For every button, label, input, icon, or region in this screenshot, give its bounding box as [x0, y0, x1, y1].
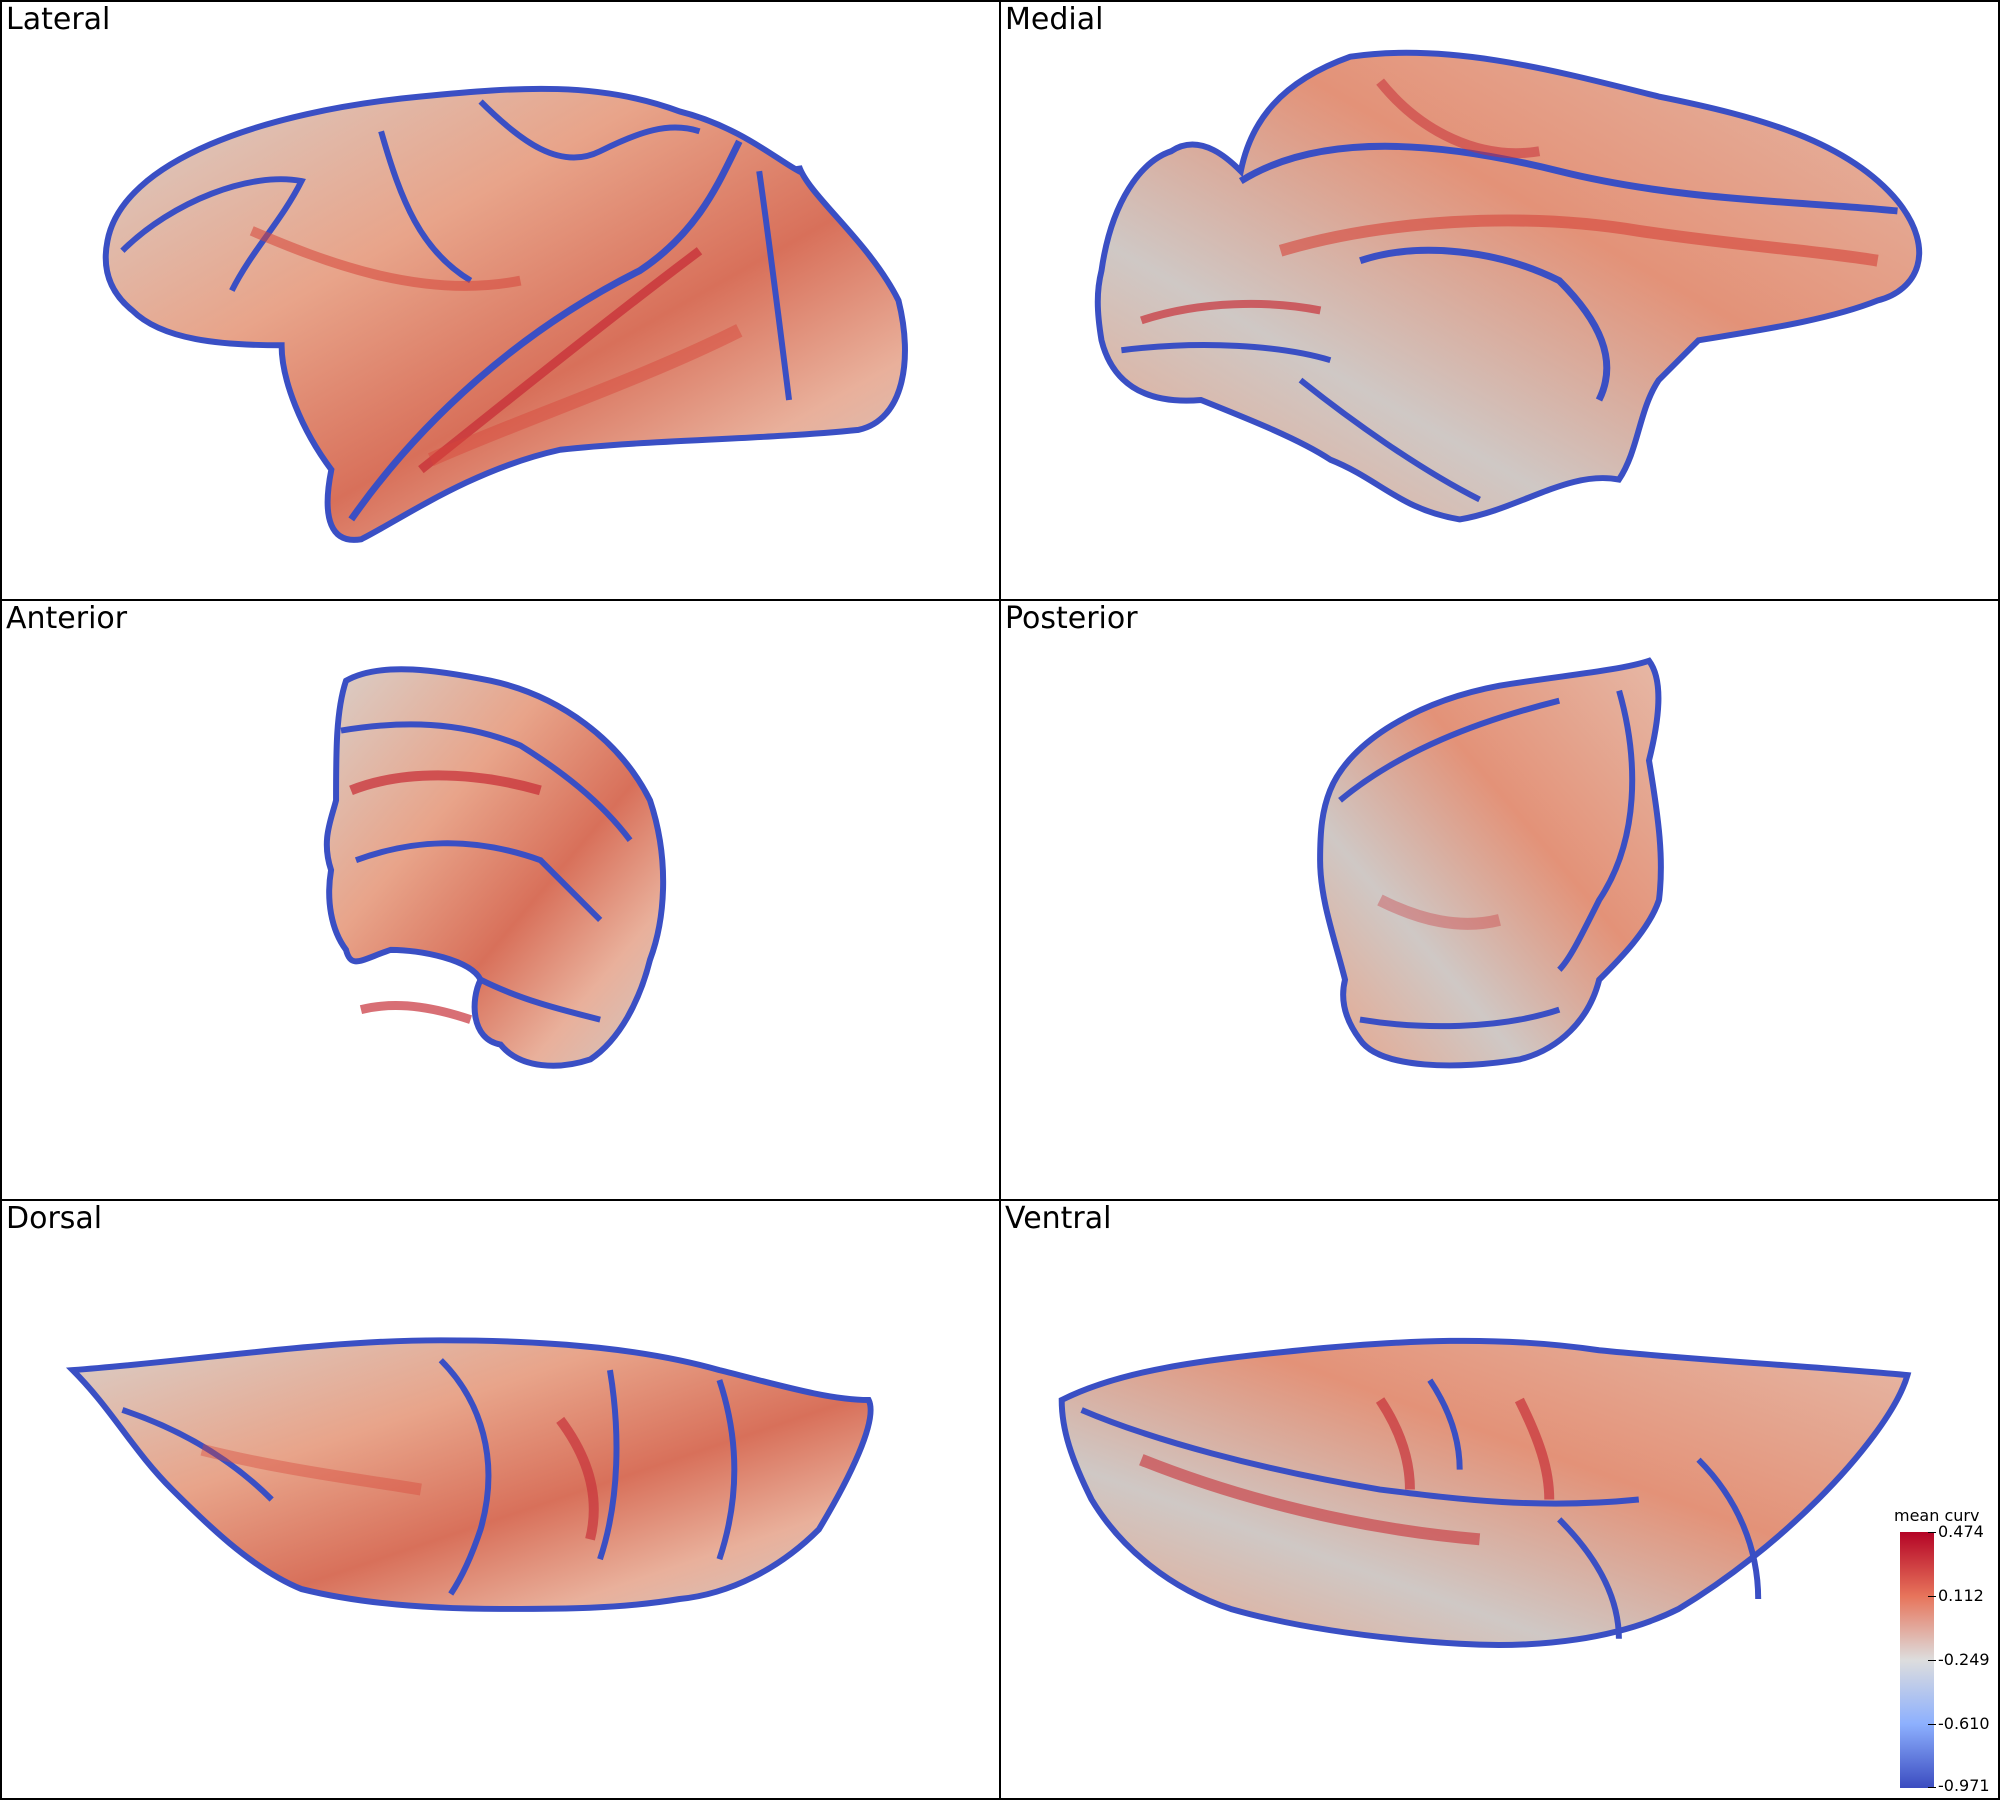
medial-brain-render	[1094, 49, 1923, 523]
panel-ventral: Ventral	[1000, 1200, 2000, 1800]
panel-label: Posterior	[1005, 601, 1138, 636]
colorbar-title: mean curv	[1894, 1506, 1980, 1525]
panel-posterior: Posterior	[1000, 600, 2000, 1200]
panel-label: Ventral	[1005, 1201, 1112, 1236]
panel-label: Lateral	[6, 2, 111, 37]
colorbar-tick-label: -0.971	[1938, 1776, 1990, 1795]
panel-anterior: Anterior	[0, 600, 1000, 1200]
colorbar-tick-label: 0.474	[1938, 1522, 1984, 1541]
colorbar-tick-label: -0.610	[1938, 1714, 1990, 1733]
colorbar-tick-label: 0.112	[1938, 1586, 1984, 1605]
lateral-brain-render	[102, 85, 908, 543]
panel-dorsal: Dorsal	[0, 1200, 1000, 1800]
colorbar-tickmark	[1928, 1532, 1936, 1533]
dorsal-brain-render	[65, 1337, 874, 1612]
panel-medial: Medial	[1000, 0, 2000, 600]
panel-label: Anterior	[6, 601, 128, 636]
anterior-brain-render	[323, 666, 667, 1069]
colorbar-tickmark	[1928, 1596, 1936, 1597]
colorbar-tickmark	[1928, 1660, 1936, 1661]
panel-label: Medial	[1005, 2, 1104, 37]
panel-label: Dorsal	[6, 1201, 103, 1236]
posterior-brain-render	[1317, 657, 1664, 1069]
colorbar: mean curv 0.474 0.112 -0.249 -0.610 -0.9…	[1880, 1500, 2000, 1800]
colorbar-tickmark	[1928, 1787, 1936, 1788]
colorbar-tickmark	[1928, 1724, 1936, 1725]
ventral-brain-render	[1058, 1337, 1912, 1648]
colorbar-tick-label: -0.249	[1938, 1650, 1990, 1669]
panel-lateral: Lateral	[0, 0, 1000, 600]
